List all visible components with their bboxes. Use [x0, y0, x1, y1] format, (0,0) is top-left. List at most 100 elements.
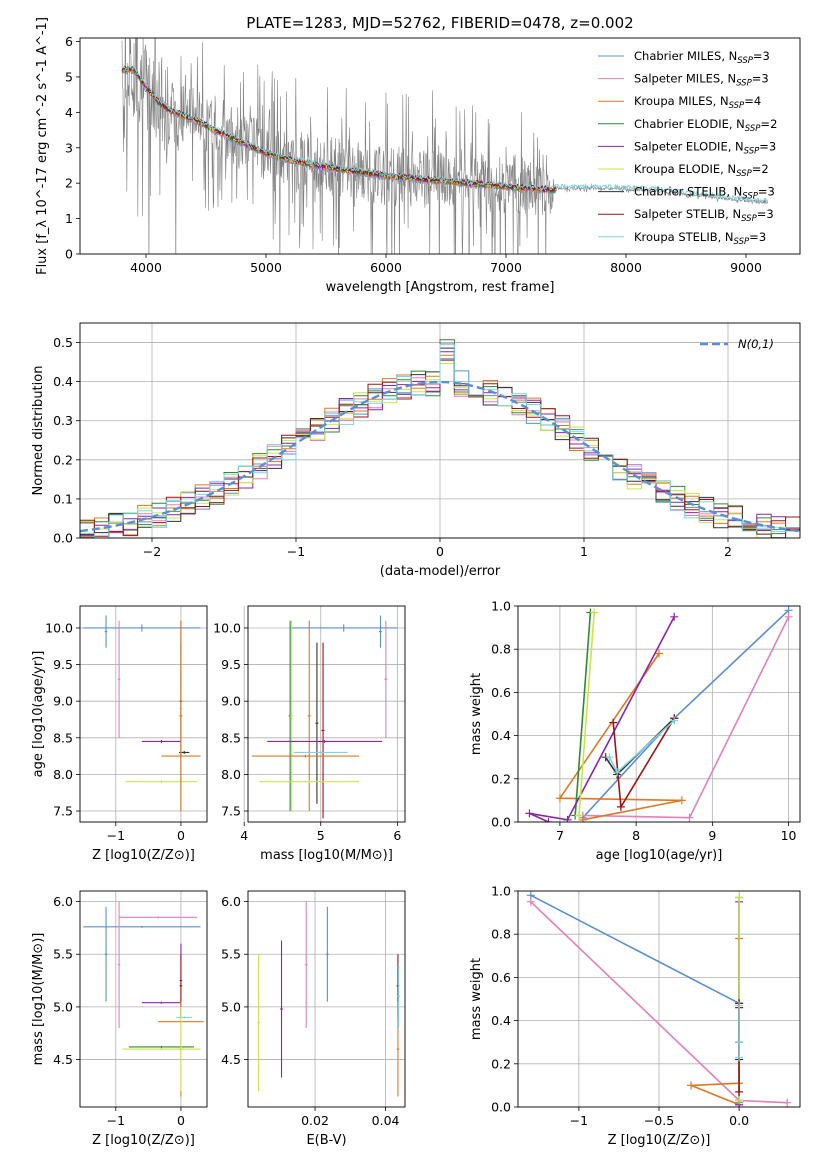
y-tick-label: 5 [65, 69, 73, 84]
x-tick-label: −0.5 [644, 1113, 674, 1128]
x-tick-label: 0 [436, 544, 444, 559]
y-tick-label: 0.3 [53, 413, 73, 428]
y-axis-label: mass weight [469, 673, 484, 755]
legend-nssp-eq: = [758, 185, 768, 199]
y-tick-label: 8.5 [221, 730, 241, 745]
y-tick-label: 8.0 [221, 767, 241, 782]
y-tick-label: 0.0 [491, 1100, 511, 1115]
plot-area [525, 606, 793, 822]
axes-frame [79, 605, 208, 823]
y-tick-label: 5.5 [221, 947, 241, 962]
legend-nssp-eq: = [759, 139, 769, 153]
y-tick-label: 9.5 [221, 657, 241, 672]
data-point-marker [685, 813, 694, 822]
legend-nssp-prefix: , N [725, 207, 741, 221]
data-point-marker [544, 818, 553, 822]
x-tick-label: 0.02 [301, 1113, 329, 1128]
data-point-marker [574, 811, 583, 820]
legend-nssp-subscript: SSP [729, 101, 745, 111]
x-tick-label: 9000 [730, 260, 762, 275]
axes-frame [79, 322, 801, 539]
data-point-marker [670, 716, 679, 725]
data-point-marker [613, 768, 622, 777]
y-tick-label: 10.0 [213, 620, 241, 635]
x-tick-label: 8000 [610, 260, 642, 275]
legend-nssp-eq: = [744, 94, 754, 108]
legend-nssp-subscript: SSP [736, 79, 752, 89]
legend-label: Salpeter MILES, NSSP=3 [634, 72, 769, 89]
legend-nssp-prefix: , N [726, 185, 742, 199]
data-point-marker [735, 1001, 744, 1010]
data-point-marker [605, 753, 614, 762]
legend-name: Kroupa ELODIE [634, 162, 720, 176]
y-tick-label: 6.0 [53, 894, 73, 909]
x-axis-label: (data-model)/error [380, 564, 501, 579]
x-tick-label: 1 [580, 544, 588, 559]
legend-nssp-value: 2 [770, 117, 777, 131]
legend-name: Chabrier STELIB [634, 185, 726, 199]
data-point-marker [783, 1098, 792, 1107]
legend-nssp-subscript: SSP [734, 237, 750, 247]
x-axis-label: Z [log10(Z/Z⊙)] [92, 1133, 195, 1148]
y-tick-label: 0.2 [491, 1056, 511, 1071]
y-tick-label: 0.5 [53, 335, 73, 350]
plot-area [80, 339, 800, 538]
y-tick-label: 7.5 [53, 804, 73, 819]
y-tick-label: 0.4 [53, 374, 73, 389]
legend-nssp-subscript: SSP [736, 169, 752, 179]
panel-age-vs-mass: 4 5 6 7.5 8.0 8.5 9.0 9.5 10.0 mass [log10(M/M⊙)] [213, 605, 406, 863]
x-axis-label: Z [log10(Z/Z⊙)] [608, 1133, 711, 1148]
legend-label: Salpeter STELIB, NSSP=3 [634, 207, 774, 224]
x-tick-label: 0 [177, 828, 185, 843]
legend-label: Kroupa STELIB, NSSP=3 [634, 230, 766, 247]
figure-title: PLATE=1283, MJD=52762, FIBERID=0478, z=0… [246, 14, 633, 32]
data-point-marker [655, 649, 663, 658]
legend-nssp-eq: = [752, 162, 762, 176]
panel-age-vs-Z: −1 0 7.5 8.0 8.5 9.0 9.5 10.0 Z [log10(Z/Z⊙)] age… [31, 605, 208, 863]
axes-frame [247, 890, 406, 1108]
y-tick-label: 1.0 [491, 884, 511, 899]
y-tick-label: 0.4 [491, 728, 511, 743]
x-tick-label: 8 [632, 828, 640, 843]
y-tick-label: 0.0 [491, 815, 511, 830]
plot-area [83, 615, 201, 812]
y-tick-label: 6.0 [221, 894, 241, 909]
legend-label: Salpeter ELODIE, NSSP=3 [634, 139, 776, 156]
x-tick-label: 5000 [250, 260, 282, 275]
x-tick-label: 0.04 [372, 1113, 400, 1128]
panel-mass-vs-ebv: 0.02 0.04 4.5 5.0 5.5 6.0 E(B-V) [221, 890, 406, 1148]
series-line-salpeter-miles [582, 616, 790, 819]
plot-area [526, 891, 792, 1107]
y-tick-label: 0.2 [491, 771, 511, 786]
data-point-marker [609, 718, 618, 727]
legend-name: Salpeter MILES [634, 72, 720, 86]
y-tick-label: 2 [65, 176, 73, 191]
x-tick-label: −1 [570, 1113, 588, 1128]
y-tick-label: 9.0 [53, 694, 73, 709]
y-tick-label: 1 [65, 211, 73, 226]
series-line-kroupa-miles [690, 938, 740, 1106]
x-tick-label: 9 [708, 828, 716, 843]
legend-nssp-eq: = [749, 230, 759, 244]
series-line-salpeter-elodie [529, 616, 675, 822]
y-tick-label: 0.8 [491, 642, 511, 657]
data-point-marker [735, 1053, 744, 1062]
legend-nssp-eq: = [752, 72, 762, 86]
data-point-marker [526, 897, 535, 906]
plot-area [83, 901, 204, 1097]
legend-nssp-value: 3 [766, 207, 773, 221]
y-tick-label: 0.6 [491, 685, 511, 700]
plot-area [257, 901, 401, 1097]
data-point-marker [563, 815, 572, 822]
x-tick-label: −2 [143, 544, 161, 559]
series-line-kroupa-elodie [578, 612, 595, 816]
x-tick-label: 4000 [130, 260, 162, 275]
panel-weight-vs-age: 7 8 9 10 0.0 0.2 0.4 0.6 0.8 1.0 age [log10(age/yr… [469, 599, 801, 863]
y-tick-label: 0.0 [53, 531, 73, 546]
data-point-marker [670, 612, 679, 621]
data-point-marker [555, 794, 564, 803]
data-point-marker [590, 608, 599, 617]
legend-name: Kroupa MILES [634, 94, 713, 108]
data-point-marker [687, 1081, 696, 1090]
x-tick-label: 2 [724, 544, 732, 559]
